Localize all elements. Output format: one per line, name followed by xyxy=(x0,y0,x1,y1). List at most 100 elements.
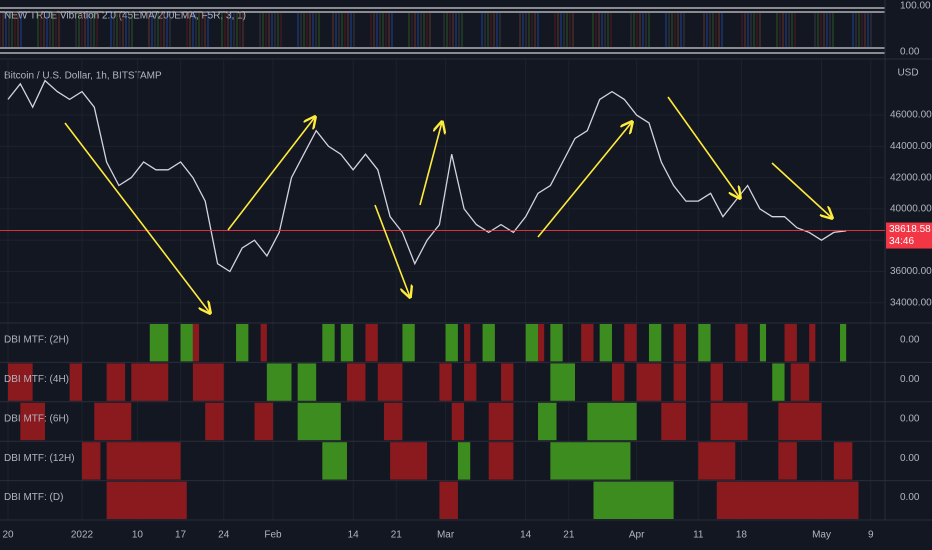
mtf-segment xyxy=(322,442,347,480)
mtf-segment xyxy=(716,481,859,519)
x-tick-label: 24 xyxy=(218,530,230,541)
mtf-segment xyxy=(488,402,514,441)
indicator-pane: NEW TRUE Vibration 2.0 (45EMA/200EMA, F5… xyxy=(0,1,931,58)
y-tick-label: 36000.00 xyxy=(890,266,932,277)
mtf-segment xyxy=(550,363,576,401)
x-tick-label: 10 xyxy=(132,530,144,541)
mtf-value: 0.00 xyxy=(900,335,920,346)
mtf-segment xyxy=(501,363,514,401)
mtf-segment xyxy=(94,402,132,441)
x-tick-label: 21 xyxy=(391,530,403,541)
mtf-label: DBI MTF: (12H) xyxy=(4,453,75,464)
y-tick-label: 34000.00 xyxy=(890,297,932,308)
mtf-segment xyxy=(710,402,748,441)
annotation-arrows xyxy=(64,96,832,313)
mtf-segment xyxy=(445,324,458,362)
mtf-segment xyxy=(149,324,169,362)
mtf-segment xyxy=(759,324,767,362)
mtf-segment xyxy=(340,324,354,362)
x-tick-label: Apr xyxy=(629,530,645,541)
mtf-segment xyxy=(525,324,539,362)
mtf-segment xyxy=(260,324,267,362)
x-tick-label: 18 xyxy=(736,530,748,541)
mtf-segment xyxy=(8,363,33,401)
arrow xyxy=(227,117,315,231)
mtf-segment xyxy=(390,442,428,480)
mtf-segment xyxy=(488,442,514,480)
mtf-segment xyxy=(254,402,274,441)
price-line xyxy=(7,79,847,273)
y-tick-label: 44000.00 xyxy=(890,141,932,152)
mtf-segment xyxy=(131,363,169,401)
mtf-segment xyxy=(365,324,378,362)
mtf-segment xyxy=(636,363,662,401)
mtf-label: DBI MTF: (2H) xyxy=(4,335,69,346)
mtf-segment xyxy=(833,442,853,480)
mtf-segment xyxy=(192,363,224,401)
arrow xyxy=(771,162,832,218)
mtf-segment xyxy=(790,363,810,401)
x-tick-label: 2022 xyxy=(71,530,94,541)
mtf-segment xyxy=(383,402,403,441)
mtf-label: DBI MTF: (6H) xyxy=(4,413,69,424)
mtf-segment xyxy=(457,442,471,480)
x-tick-label: Feb xyxy=(264,530,282,541)
mtf-segment xyxy=(482,324,495,362)
symbol-title: Bitcoin / U.S. Dollar, 1h, BITSTAMP xyxy=(4,71,162,82)
mtf-segment xyxy=(69,363,82,401)
arrow xyxy=(64,122,210,313)
arrow xyxy=(374,204,410,297)
mtf-label: DBI MTF: (D) xyxy=(4,492,63,503)
x-tick-label: 21 xyxy=(563,530,575,541)
mtf-segment xyxy=(192,324,200,362)
indicator-top-label: 100.00 xyxy=(900,1,931,12)
x-tick-label: 14 xyxy=(520,530,532,541)
mtf-segment xyxy=(205,402,224,441)
mtf-segment xyxy=(20,402,45,441)
mtf-segment xyxy=(661,402,686,441)
mtf-segment xyxy=(402,324,415,362)
mtf-segment xyxy=(698,442,736,480)
indicator-bottom-label: 0.00 xyxy=(900,47,920,58)
mtf-segment xyxy=(297,363,317,401)
countdown-label: 34:46 xyxy=(889,236,914,247)
arrow xyxy=(537,122,632,238)
mtf-segment xyxy=(809,324,816,362)
mtf-segment xyxy=(784,324,797,362)
mtf-segment xyxy=(599,324,612,362)
mtf-segment xyxy=(451,402,465,441)
mtf-segment xyxy=(439,363,452,401)
mtf-segment xyxy=(593,481,674,519)
mtf-segment xyxy=(611,363,625,401)
x-tick-label: 20 xyxy=(2,530,14,541)
mtf-segment xyxy=(698,324,711,362)
last-price-label: 38618.58 xyxy=(889,224,931,235)
mtf-segment xyxy=(180,324,193,362)
mtf-segment xyxy=(236,324,249,362)
x-tick-label: May xyxy=(812,530,831,541)
x-tick-label: Mar xyxy=(437,530,455,541)
mtf-segment xyxy=(464,324,471,362)
mtf-value: 0.00 xyxy=(900,453,920,464)
mtf-segment xyxy=(772,363,785,401)
mtf-segment xyxy=(673,363,686,401)
mtf-value: 0.00 xyxy=(900,413,920,424)
arrow xyxy=(667,96,740,198)
y-tick-label: 46000.00 xyxy=(890,110,932,121)
currency-label: USD xyxy=(897,68,918,79)
mtf-segment xyxy=(377,363,403,401)
indicator-title: NEW TRUE Vibration 2.0 (45EMA/200EMA, F5… xyxy=(4,11,246,22)
x-tick-label: 17 xyxy=(175,530,187,541)
arrow xyxy=(419,122,442,206)
mtf-segment xyxy=(673,324,686,362)
mtf-segment xyxy=(587,402,637,441)
x-tick-label: 9 xyxy=(868,530,874,541)
mtf-segment xyxy=(106,363,126,401)
mtf-segment xyxy=(106,481,187,519)
mtf-segment xyxy=(322,324,335,362)
mtf-segment xyxy=(106,442,181,480)
mtf-segment xyxy=(778,402,822,441)
mtf-segment xyxy=(464,363,477,401)
